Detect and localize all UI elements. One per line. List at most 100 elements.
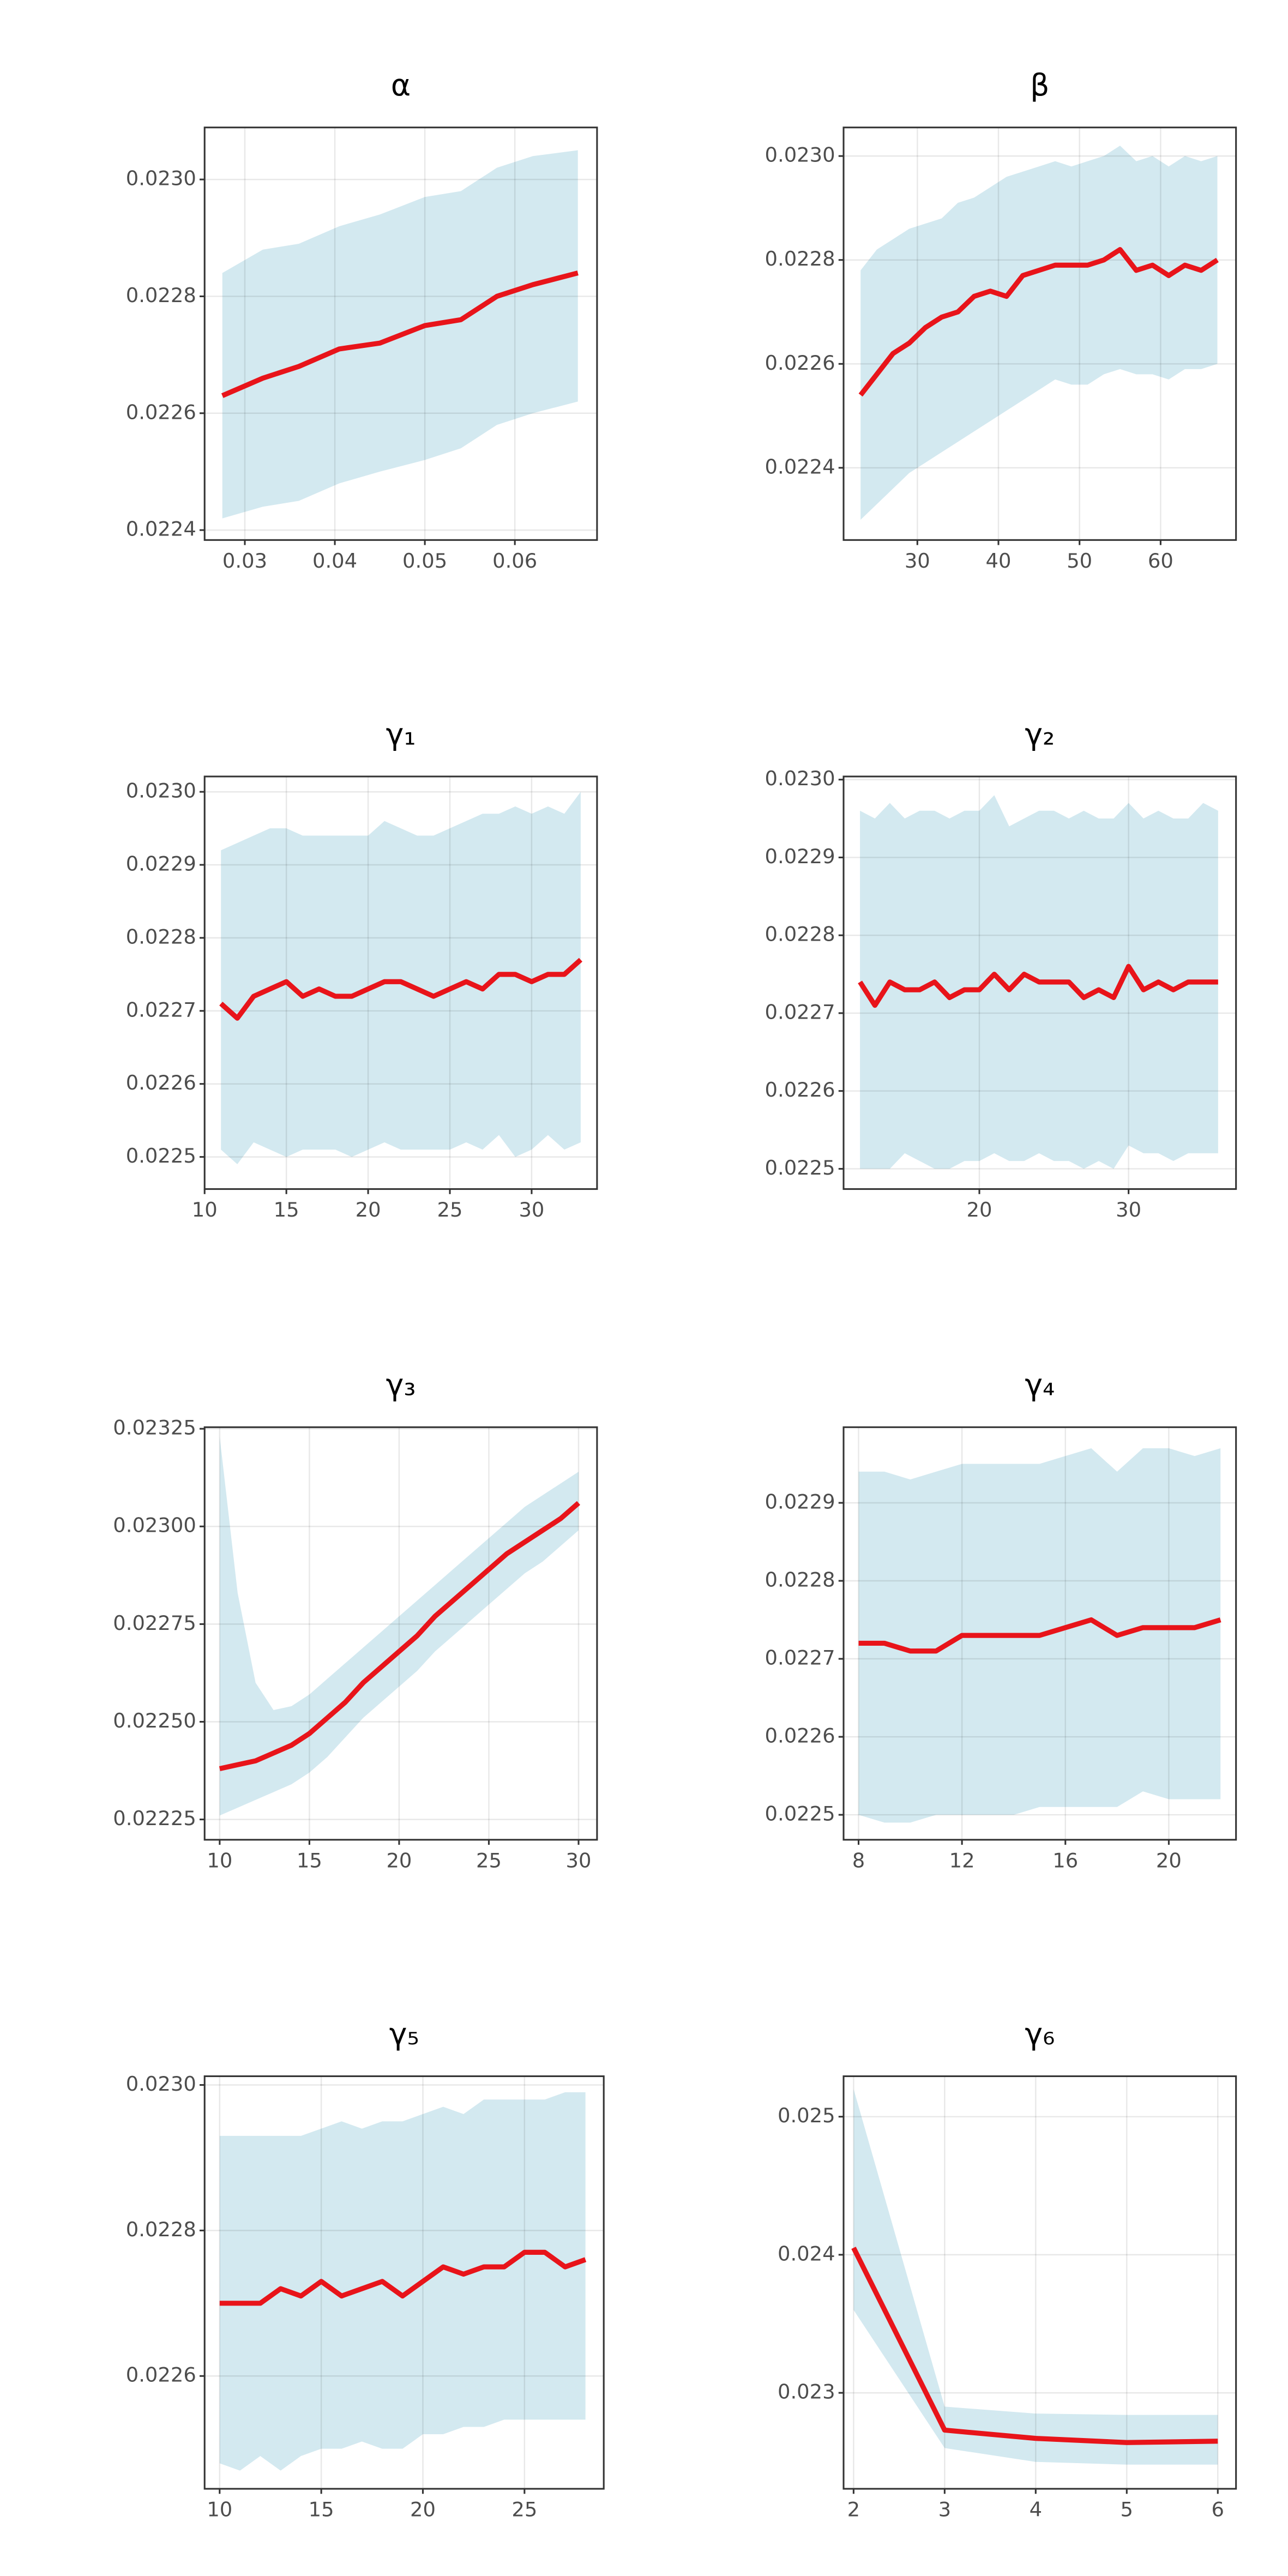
panel: 0.0225 0.0226 0.0227 0.0228 0.0229 0.0230 10 15… bbox=[126, 717, 598, 1221]
x-tick-label: 30 bbox=[519, 1198, 544, 1221]
panel: 0.02225 0.02250 0.02275 0.02300 0.02325 10 15 2… bbox=[113, 1368, 598, 1872]
panel-border bbox=[842, 127, 1237, 541]
x-tick-label: 2 bbox=[847, 2498, 860, 2521]
y-tick-label: 0.0228 bbox=[765, 923, 835, 946]
x-tick-label: 20 bbox=[386, 1849, 412, 1872]
y-tick-label: 0.0230 bbox=[126, 2072, 196, 2096]
confidence-band bbox=[221, 792, 581, 1165]
x-tick-label: 40 bbox=[986, 549, 1012, 573]
y-tick-label: 0.0226 bbox=[126, 1071, 196, 1094]
panel-border bbox=[842, 2075, 1237, 2490]
x-tick-label: 25 bbox=[437, 1198, 463, 1221]
x-tick-label: 3 bbox=[938, 2498, 951, 2521]
x-tick-label: 0.06 bbox=[492, 549, 537, 573]
x-tick-label: 30 bbox=[1116, 1198, 1141, 1221]
y-tick-label: 0.0225 bbox=[765, 1156, 835, 1179]
x-tick-label: 5 bbox=[1121, 2498, 1133, 2521]
y-tick-label: 0.02225 bbox=[113, 1807, 196, 1830]
y-tick-label: 0.0228 bbox=[126, 284, 196, 307]
x-tick-label: 25 bbox=[476, 1849, 502, 1872]
panel-title: γ₄ bbox=[1025, 1368, 1055, 1403]
x-tick-label: 30 bbox=[905, 549, 930, 573]
y-tick-label: 0.02250 bbox=[113, 1709, 196, 1732]
x-tick-label: 25 bbox=[511, 2498, 537, 2521]
x-tick-label: 16 bbox=[1052, 1849, 1078, 1872]
y-tick-label: 0.0224 bbox=[126, 517, 196, 541]
mean-line bbox=[851, 2247, 1218, 2445]
panel: 0.0226 0.0228 0.0230 10 15 20 25 γ₅ bbox=[126, 2017, 605, 2521]
panel-title: γ₃ bbox=[386, 1368, 416, 1403]
y-tick-label: 0.02300 bbox=[113, 1514, 196, 1537]
x-tick-label: 8 bbox=[852, 1849, 865, 1872]
y-tick-label: 0.0228 bbox=[126, 925, 196, 948]
mean-line bbox=[219, 2249, 587, 2306]
x-tick-label: 12 bbox=[949, 1849, 975, 1872]
y-tick-label: 0.024 bbox=[778, 2242, 835, 2265]
y-tick-label: 0.0227 bbox=[126, 998, 196, 1021]
y-tick-label: 0.02325 bbox=[113, 1416, 196, 1440]
y-tick-label: 0.02275 bbox=[113, 1611, 196, 1635]
panel-border bbox=[203, 775, 598, 1190]
x-tick-label: 10 bbox=[207, 1849, 232, 1872]
y-tick-label: 0.0225 bbox=[765, 1802, 835, 1826]
y-tick-label: 0.0230 bbox=[765, 143, 835, 167]
mean-line bbox=[219, 958, 582, 1021]
panel-title: γ₂ bbox=[1025, 717, 1055, 752]
y-tick-label: 0.0227 bbox=[765, 1000, 835, 1024]
x-tick-label: 10 bbox=[192, 1198, 218, 1221]
y-tick-label: 0.023 bbox=[778, 2380, 835, 2404]
panel: 0.0225 0.0226 0.0227 0.0228 0.0229 8 12 16 20 γ₄ bbox=[765, 1368, 1237, 1872]
x-tick-label: 0.03 bbox=[222, 549, 267, 573]
panel-border bbox=[203, 2075, 605, 2490]
y-tick-label: 0.0227 bbox=[765, 1646, 835, 1670]
x-tick-label: 50 bbox=[1067, 549, 1092, 573]
panel-title: γ₁ bbox=[386, 717, 416, 752]
y-tick-label: 0.025 bbox=[778, 2104, 835, 2127]
x-tick-label: 15 bbox=[297, 1849, 322, 1872]
y-tick-label: 0.0230 bbox=[126, 779, 196, 803]
mean-line bbox=[219, 1501, 581, 1771]
panel-title: α bbox=[391, 68, 411, 103]
x-tick-label: 10 bbox=[207, 2498, 232, 2521]
y-tick-label: 0.0228 bbox=[765, 1568, 835, 1592]
x-tick-label: 60 bbox=[1148, 549, 1173, 573]
x-tick-label: 15 bbox=[274, 1198, 299, 1221]
y-tick-label: 0.0230 bbox=[765, 767, 835, 790]
y-tick-label: 0.0230 bbox=[126, 167, 196, 190]
panel: 0.0224 0.0226 0.0228 0.0230 30 40 50 60 β bbox=[765, 68, 1237, 573]
y-tick-label: 0.0229 bbox=[765, 1490, 835, 1513]
panel-border bbox=[203, 1426, 598, 1841]
mean-line bbox=[858, 964, 1218, 1008]
x-tick-label: 15 bbox=[309, 2498, 334, 2521]
x-tick-label: 20 bbox=[410, 2498, 436, 2521]
y-tick-label: 0.0228 bbox=[126, 2218, 196, 2241]
x-tick-label: 20 bbox=[356, 1198, 381, 1221]
panel-title: γ₆ bbox=[1025, 2017, 1055, 2052]
panel: 0.023 0.024 0.025 2 3 4 5 6 γ₆ bbox=[778, 2017, 1237, 2521]
x-tick-label: 4 bbox=[1030, 2498, 1042, 2521]
x-tick-label: 20 bbox=[967, 1198, 992, 1221]
confidence-band bbox=[860, 146, 1218, 520]
mean-line bbox=[858, 247, 1219, 397]
confidence-band bbox=[853, 2089, 1218, 2465]
panel-border bbox=[842, 775, 1237, 1190]
panel-border bbox=[203, 127, 598, 541]
confidence-band bbox=[219, 1436, 579, 1816]
panel-title: γ₅ bbox=[389, 2017, 419, 2052]
x-tick-label: 20 bbox=[1156, 1849, 1182, 1872]
x-tick-label: 0.04 bbox=[312, 549, 357, 573]
panel: 0.0224 0.0226 0.0228 0.0230 0.03 0.04 0.05 0.06… bbox=[126, 68, 598, 573]
x-tick-label: 6 bbox=[1212, 2498, 1224, 2521]
y-tick-label: 0.0226 bbox=[765, 1078, 835, 1102]
y-tick-label: 0.0225 bbox=[126, 1144, 196, 1167]
mean-line bbox=[221, 270, 579, 398]
confidence-band bbox=[219, 2092, 586, 2471]
y-tick-label: 0.0224 bbox=[765, 455, 835, 478]
panel-border bbox=[842, 1426, 1237, 1841]
y-tick-label: 0.0226 bbox=[126, 2363, 196, 2387]
y-tick-label: 0.0228 bbox=[765, 247, 835, 270]
y-tick-label: 0.0226 bbox=[765, 1724, 835, 1748]
x-tick-label: 0.05 bbox=[402, 549, 447, 573]
panel: 0.0225 0.0226 0.0227 0.0228 0.0229 0.0230 20 30… bbox=[765, 717, 1237, 1221]
